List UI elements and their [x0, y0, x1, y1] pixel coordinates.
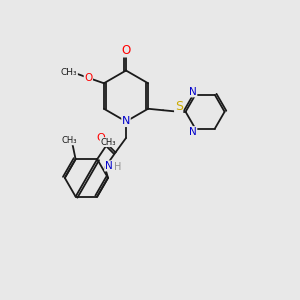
Text: H: H — [114, 162, 121, 172]
Text: O: O — [122, 44, 130, 57]
Text: N: N — [189, 127, 197, 136]
Text: S: S — [175, 100, 183, 113]
Text: N: N — [105, 161, 112, 171]
Text: CH₃: CH₃ — [100, 138, 116, 147]
Text: CH₃: CH₃ — [61, 68, 77, 77]
Text: CH₃: CH₃ — [61, 136, 77, 145]
Text: N: N — [122, 116, 130, 127]
Text: O: O — [97, 133, 106, 143]
Text: N: N — [189, 87, 197, 97]
Text: O: O — [84, 73, 92, 83]
